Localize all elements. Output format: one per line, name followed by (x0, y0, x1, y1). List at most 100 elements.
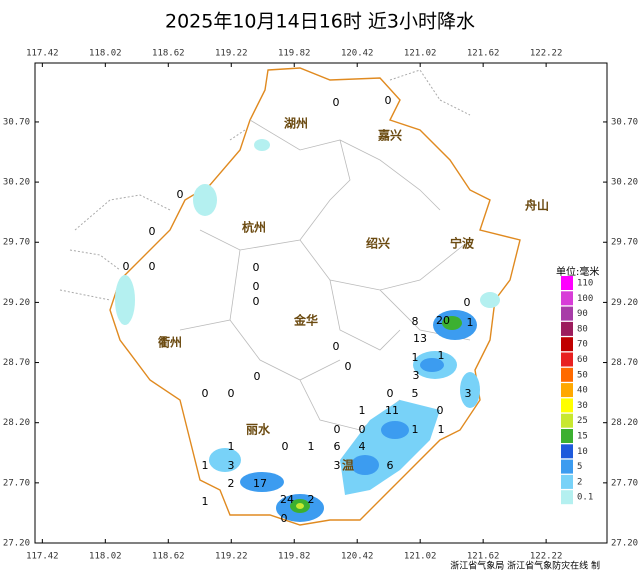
x-tick-label: 119.22 (215, 552, 248, 562)
rainfall-value: 1 (202, 459, 209, 472)
y-tick-label: 30.70 (3, 117, 30, 127)
legend-swatch (561, 474, 573, 489)
rainfall-value: 1 (438, 349, 445, 362)
rainfall-value: 1 (438, 423, 445, 436)
rainfall-value: 0 (228, 387, 235, 400)
x-tick-label: 121.02 (404, 49, 437, 59)
rainfall-value: 0 (359, 423, 366, 436)
legend-swatch (561, 321, 573, 336)
rainfall-value: 17 (253, 477, 267, 490)
legend-label: 100 (577, 294, 593, 304)
x-tick-label: 122.22 (530, 552, 563, 562)
rainfall-value: 0 (437, 404, 444, 417)
rainfall-value: 24 (280, 493, 294, 506)
legend-swatch (561, 276, 573, 290)
rainfall-value: 0 (345, 360, 352, 373)
rainfall-value: 0 (253, 295, 260, 308)
rainfall-value: 8 (412, 315, 419, 328)
legend-swatch (561, 459, 573, 474)
rainfall-value: 3 (465, 387, 472, 400)
rain-areas (115, 139, 500, 522)
legend-swatch (561, 291, 573, 306)
rainfall-value: 0 (202, 387, 209, 400)
legend-swatch (561, 383, 573, 398)
legend-swatch (561, 337, 573, 352)
rainfall-value: 1 (467, 316, 474, 329)
x-tick-label: 118.62 (152, 552, 185, 562)
city-label: 绍兴 (366, 236, 390, 251)
legend-swatch (561, 429, 573, 443)
legend-label: 10 (577, 447, 588, 457)
rainfall-value: 11 (385, 404, 399, 417)
rainfall-value: 1 (412, 351, 419, 364)
legend: 单位:毫米 110 100 90 80 70 60 50 40 30 25 15 10 5 2 0.1 (556, 265, 599, 505)
rainfall-value: 0 (149, 260, 156, 273)
legend-swatch (561, 367, 573, 382)
y-tick-label: 28.20 (611, 418, 638, 428)
rainfall-value: 1 (202, 495, 209, 508)
legend-label: 30 (577, 401, 588, 411)
rainfall-value: 0 (333, 340, 340, 353)
x-tick-label: 121.62 (467, 49, 500, 59)
x-tick-label: 117.42 (26, 49, 59, 59)
rainfall-value: 0 (253, 280, 260, 293)
rainfall-value: 1 (228, 440, 235, 453)
y-tick-label: 29.70 (611, 238, 638, 248)
y-tick-label: 27.20 (3, 539, 30, 549)
rainfall-value: 0 (254, 370, 261, 383)
x-tick-label: 121.02 (404, 552, 437, 562)
legend-label: 110 (577, 279, 593, 289)
legend-swatch (561, 413, 573, 428)
city-label: 宁波 (450, 236, 475, 251)
neighbor-borders (59, 69, 471, 301)
rainfall-value: 2 (308, 493, 315, 506)
y-tick-label: 28.70 (611, 358, 638, 368)
rainfall-value: 6 (334, 440, 341, 453)
y-tick-label: 30.20 (611, 178, 638, 188)
footer: 浙江省气象局 浙江省气象防灾在线 制 (450, 560, 600, 572)
legend-label: 2 (577, 477, 582, 487)
legend-label: 40 (577, 386, 588, 396)
legend-swatch (561, 352, 573, 367)
city-label: 金华 (293, 313, 318, 328)
y-tick-label: 27.20 (611, 539, 638, 549)
rainfall-value: 0 (333, 96, 340, 109)
legend-label: 80 (577, 324, 588, 334)
city-label: 丽水 (246, 422, 271, 437)
x-tick-label: 118.02 (89, 49, 122, 59)
y-tick-label: 30.70 (611, 117, 638, 127)
rainfall-value: 0 (253, 261, 260, 274)
y-tick-label: 29.20 (611, 298, 638, 308)
city-label: 衢州 (158, 335, 182, 350)
city-label: 温 (342, 459, 354, 473)
rainfall-value: 0 (281, 512, 288, 525)
city-label: 杭州 (242, 220, 266, 235)
rainfall-value: 3 (228, 459, 235, 472)
rainfall-value: 0 (464, 296, 471, 309)
rainfall-value: 0 (149, 225, 156, 238)
rainfall-value: 0 (282, 440, 289, 453)
x-tick-label: 120.42 (341, 49, 374, 59)
rainfall-value: 3 (413, 369, 420, 382)
city-label: 舟山 (525, 198, 549, 213)
rainfall-value: 0 (177, 188, 184, 201)
city-label: 嘉兴 (377, 128, 402, 143)
legend-title: 单位:毫米 (556, 265, 599, 278)
y-tick-label: 30.20 (3, 178, 30, 188)
x-tick-label: 119.22 (215, 49, 248, 59)
rainfall-value: 3 (334, 459, 341, 472)
x-tick-label: 118.02 (89, 552, 122, 562)
rainfall-value: 1 (359, 404, 366, 417)
title: 2025年10月14日16时 近3小时降水 (165, 11, 475, 33)
rainfall-value: 1 (308, 440, 315, 453)
x-tick-label: 122.22 (530, 49, 563, 59)
x-tick-label: 119.82 (278, 49, 311, 59)
legend-label: 0.1 (577, 493, 593, 503)
legend-label: 90 (577, 309, 588, 319)
legend-label: 70 (577, 340, 588, 350)
legend-swatch (561, 444, 573, 459)
rainfall-value: 6 (387, 459, 394, 472)
